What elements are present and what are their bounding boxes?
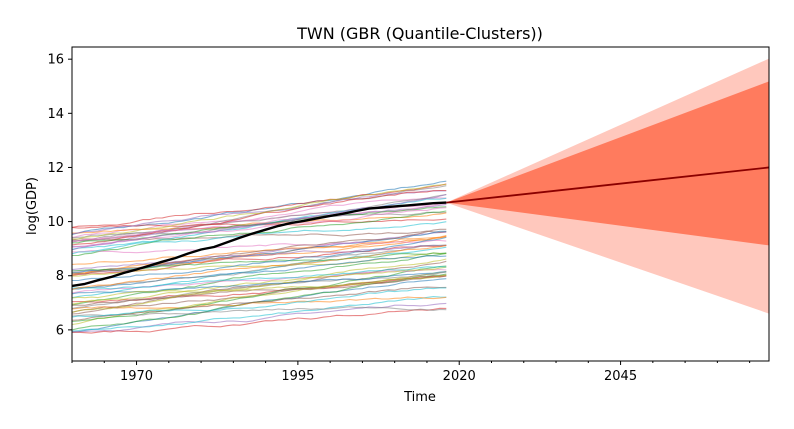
- x-tick-label: 1995: [281, 369, 314, 384]
- y-tick-label: 8: [56, 269, 64, 284]
- x-tick-label: 1970: [120, 369, 153, 384]
- background-series-line: [72, 239, 447, 254]
- background-series-line: [72, 230, 447, 274]
- forecast-inner-band: [446, 81, 769, 246]
- background-series-line: [72, 266, 447, 305]
- background-series-line: [72, 190, 447, 235]
- background-series-line: [72, 221, 447, 250]
- x-axis-label: Time: [403, 390, 436, 405]
- background-series-line: [72, 244, 447, 291]
- background-series-line: [72, 255, 447, 290]
- background-series-line: [72, 183, 447, 240]
- target-series-line: [72, 201, 447, 288]
- x-axis: 1970 1995 2020 2045: [71, 361, 751, 384]
- background-series-line: [72, 244, 447, 271]
- background-series-line: [72, 268, 447, 294]
- background-series-line: [72, 287, 447, 318]
- x-tick-label: 2045: [604, 369, 637, 384]
- background-series-line: [72, 274, 447, 299]
- chart-title: TWN (GBR (Quantile-Clusters)): [296, 24, 543, 43]
- y-tick-label: 16: [47, 53, 64, 68]
- background-series-line: [72, 296, 447, 310]
- background-series-line: [72, 183, 447, 228]
- background-series-line: [72, 252, 447, 306]
- background-series-line: [72, 307, 447, 334]
- y-tick-label: 12: [47, 161, 64, 176]
- x-tick-label: 2020: [443, 369, 476, 384]
- background-series-line: [72, 193, 447, 251]
- background-series-line: [72, 236, 447, 282]
- background-series-line: [72, 207, 447, 249]
- plot-area: [71, 46, 770, 362]
- background-series-line: [72, 258, 447, 314]
- y-axis: 6 8 10 12 14 16: [47, 53, 72, 338]
- background-series-line: [72, 244, 447, 290]
- plot-frame: [71, 46, 770, 362]
- background-series-line: [72, 286, 447, 321]
- y-axis-label: log(GDP): [25, 177, 40, 235]
- y-tick-label: 14: [47, 107, 64, 122]
- background-series-line: [72, 306, 447, 317]
- background-series-line: [72, 296, 447, 332]
- background-series-line: [72, 266, 447, 290]
- background-series-line: [72, 194, 447, 239]
- y-tick-label: 6: [56, 323, 64, 338]
- y-tick-label: 10: [47, 215, 64, 230]
- forecast-median-line: [446, 166, 769, 204]
